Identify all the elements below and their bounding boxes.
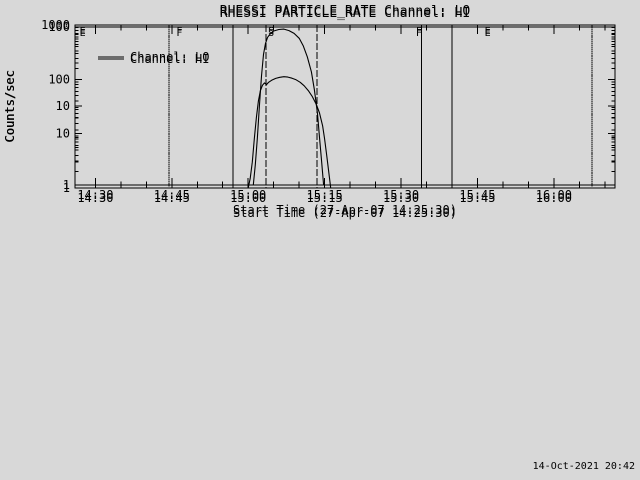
event-letter: E (485, 26, 491, 37)
x-tick-label: 14:30 (77, 191, 113, 205)
event-letter: F (416, 28, 422, 39)
event-letter: F (416, 26, 422, 37)
y-tick-label: 100 (48, 72, 70, 86)
x-axis-title: Start Time (27-Apr-07 14:25:30) (233, 206, 457, 220)
event-letter: E (80, 28, 86, 39)
x-tick-label: 14:45 (154, 191, 190, 205)
x-tick-label: 15:45 (459, 188, 495, 202)
y-axis-title: Counts/sec (3, 70, 17, 142)
x-tick-label: 15:00 (230, 191, 266, 205)
legend-label: Channel: LO (130, 50, 209, 64)
event-letter: F (176, 28, 182, 39)
particle-rate-curve (75, 76, 615, 188)
x-tick-label: 15:15 (307, 191, 343, 205)
event-letter: S (268, 26, 274, 37)
x-tick-label: 15:45 (459, 191, 495, 205)
x-tick-label: 14:30 (77, 188, 113, 202)
y-tick-label: 100 (48, 20, 70, 34)
y-tick-label: 1 (63, 181, 70, 195)
creation-timestamp: 14-Oct-2021 20:42 (532, 461, 635, 472)
y-tick-label: 10 (56, 127, 70, 141)
legend-label: Channel: HI (130, 52, 209, 66)
event-letter: E (80, 26, 86, 37)
particle-rate-curve (75, 28, 615, 185)
x-tick-label: 16:00 (536, 191, 572, 205)
x-tick-label: 15:00 (230, 188, 266, 202)
y-axis-title: Counts/sec (3, 70, 17, 142)
plot-frame (74, 26, 616, 186)
x-tick-label: 15:30 (383, 191, 419, 205)
x-tick-label: 14:45 (154, 188, 190, 202)
x-tick-label: 15:30 (383, 188, 419, 202)
x-tick-label: 15:15 (307, 188, 343, 202)
y-tick-label: 1 (63, 178, 70, 192)
x-axis-title: Start Time (27-Apr-07 14:25:30) (233, 203, 457, 217)
y-tick-label: 10 (56, 99, 70, 113)
x-tick-label: 16:00 (536, 188, 572, 202)
particle-rate-panel-hi: RHESSI PARTICLE_RATE Channel: HI E F S F E 14:… (3, 6, 616, 217)
panel-title: RHESSI PARTICLE_RATE Channel: LO (220, 4, 471, 19)
panel-title: RHESSI PARTICLE_RATE Channel: HI (220, 6, 470, 21)
event-letter: F (176, 26, 182, 37)
event-letter: E (485, 28, 491, 39)
y-tick-label: 1000 (41, 18, 70, 32)
